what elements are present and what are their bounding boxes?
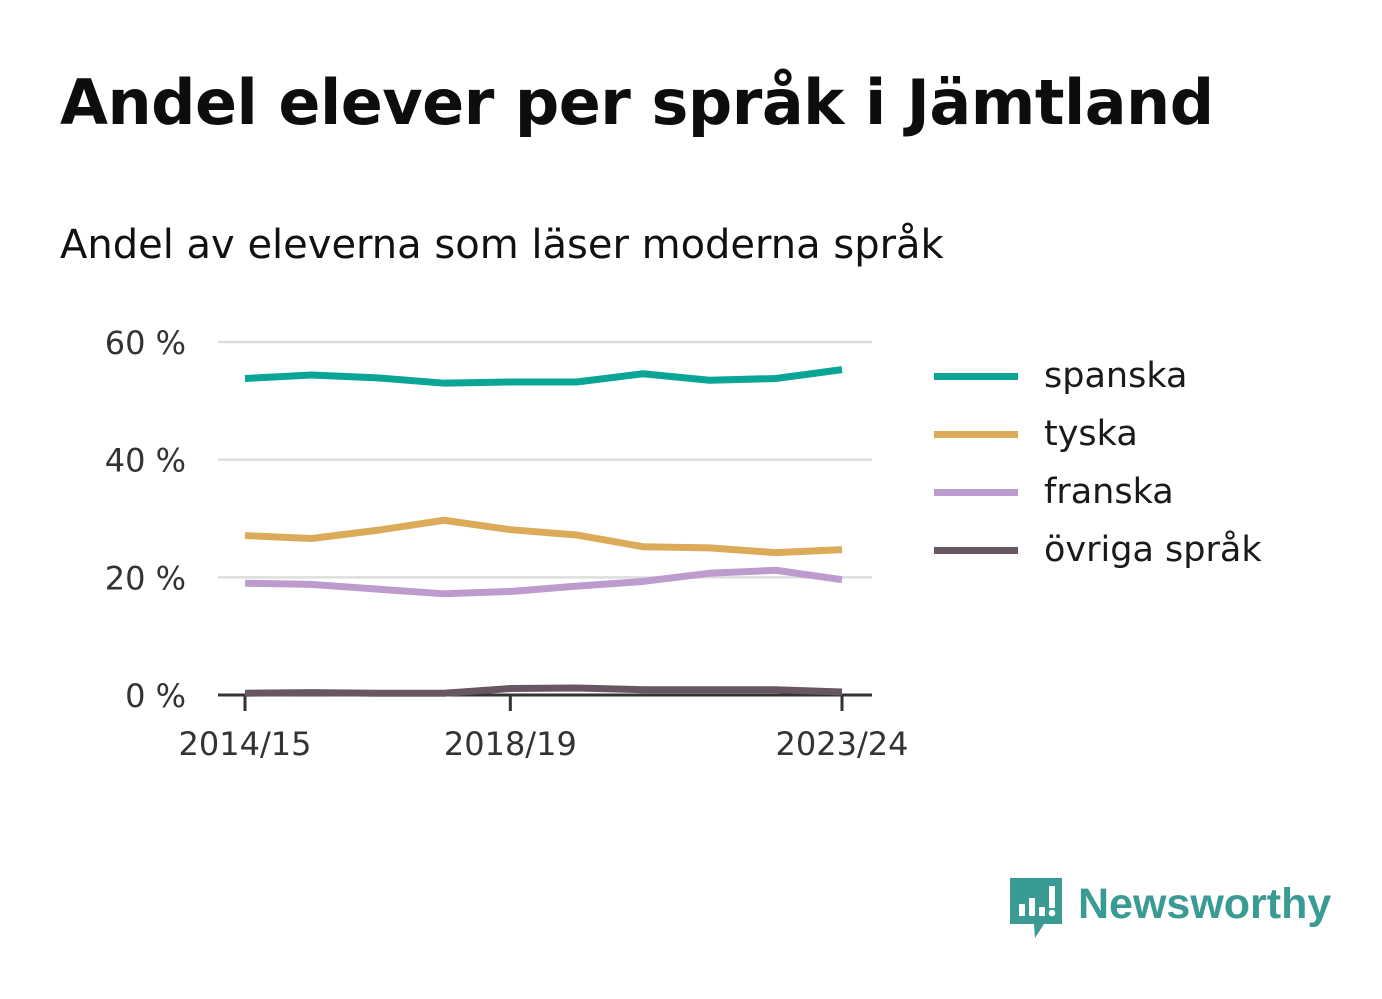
chart-title: Andel elever per språk i Jämtland xyxy=(60,66,1214,139)
legend-label: övriga språk xyxy=(1044,530,1262,570)
axes: 0 % 20 % 40 % 60 % 2014/15 2018/19 2023/24 xyxy=(105,324,909,763)
legend-label: tyska xyxy=(1044,414,1138,454)
y-tick-label: 60 % xyxy=(105,324,186,362)
legend-item: spanska xyxy=(934,356,1334,396)
brand-name: Newsworthy xyxy=(1078,880,1332,928)
chart-subtitle: Andel av eleverna som läser moderna språ… xyxy=(60,222,944,268)
y-tick-label: 0 % xyxy=(125,677,186,715)
legend-item: övriga språk xyxy=(934,530,1334,570)
y-tick-label: 40 % xyxy=(105,442,186,480)
legend-swatch xyxy=(934,431,1018,438)
legend-item: tyska xyxy=(934,414,1334,454)
series-line-franska xyxy=(244,566,843,598)
legend-label: franska xyxy=(1044,472,1174,512)
legend-swatch xyxy=(934,373,1018,380)
series-line-tyska xyxy=(244,516,843,557)
x-tick-label: 2014/15 xyxy=(179,725,312,763)
x-tick-label: 2023/24 xyxy=(776,725,909,763)
series-line-övriga-språk xyxy=(244,684,843,697)
legend-label: spanska xyxy=(1044,356,1188,396)
legend-swatch xyxy=(934,489,1018,496)
x-tick-label: 2018/19 xyxy=(444,725,577,763)
bar-chart-speech-bubble-icon xyxy=(1010,878,1062,938)
legend-swatch xyxy=(934,547,1018,554)
series-line-spanska xyxy=(244,366,843,387)
y-tick-label: 20 % xyxy=(105,559,186,597)
legend-item: franska xyxy=(934,472,1334,512)
series-lines xyxy=(244,366,843,697)
gridlines xyxy=(218,340,872,579)
